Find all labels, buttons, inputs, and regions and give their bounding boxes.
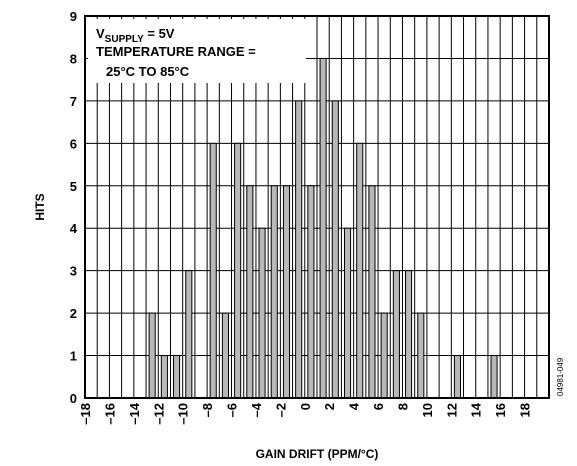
plot-frame — [84, 15, 550, 399]
annotation-supply-value: = 5V — [144, 26, 175, 41]
histogram-bar — [246, 185, 254, 399]
x-tick-label: 8 — [395, 403, 410, 410]
y-tick-label: 3 — [70, 264, 77, 279]
histogram-bar — [295, 100, 303, 399]
x-tick-label: –4 — [249, 402, 264, 417]
x-tick-label: 6 — [371, 403, 386, 410]
histogram-bar — [148, 312, 156, 399]
y-tick-label: 4 — [70, 221, 78, 236]
x-tick-label: –16 — [102, 403, 117, 425]
x-tick-label: 4 — [347, 402, 362, 410]
histogram-bar — [173, 355, 181, 399]
histogram-bar — [405, 270, 413, 399]
histogram-bar — [209, 142, 217, 399]
annotation-supply-sub: SUPPLY — [105, 34, 144, 45]
histogram-bar — [270, 185, 278, 399]
histogram-bar — [319, 57, 327, 399]
x-tick-label: –2 — [273, 403, 288, 417]
x-tick-label: 0 — [298, 403, 313, 410]
y-axis-title: HITS — [33, 193, 47, 220]
y-tick-label: 9 — [70, 9, 77, 24]
x-tick-label: 10 — [420, 403, 435, 417]
histogram-bar — [392, 270, 400, 399]
histogram-bar — [221, 312, 229, 399]
x-axis-title: GAIN DRIFT (PPM/°C) — [256, 447, 379, 461]
histogram-bar — [282, 185, 291, 399]
x-tick-label: 16 — [493, 403, 508, 417]
histogram-bar — [258, 227, 266, 399]
histogram-bar — [368, 185, 376, 399]
x-tick-label: 12 — [444, 403, 459, 417]
x-tick-label: –8 — [200, 403, 215, 417]
x-tick-label: –10 — [176, 403, 191, 425]
x-tick-labels: –18 –16 –14 –12 –10 –8 –6 –4 –2 0 2 4 6 8 10 12 14 16 18 — [78, 402, 533, 424]
histogram-bar — [331, 100, 339, 399]
annotation-background — [88, 19, 306, 83]
annotation-supply-v: V — [96, 26, 105, 41]
y-tick-labels: 0 1 2 3 4 5 6 7 8 9 — [70, 9, 78, 406]
y-tick-label: 1 — [70, 349, 77, 364]
y-tick-label: 2 — [70, 306, 77, 321]
histogram-bar — [160, 355, 168, 399]
annotation-supply-line: VSUPPLY = 5V — [96, 26, 175, 45]
x-tick-label: –12 — [151, 403, 166, 425]
y-tick-label: 7 — [70, 94, 77, 109]
x-tick-label: –18 — [78, 403, 93, 425]
histogram-bar — [417, 312, 425, 399]
histogram-bar — [307, 185, 315, 399]
x-tick-label: –14 — [127, 402, 142, 424]
histogram-bar — [356, 142, 364, 399]
histogram-bar — [453, 355, 461, 399]
x-tick-label: 14 — [469, 402, 484, 417]
histogram-bar — [234, 142, 242, 399]
x-tick-label: 18 — [518, 403, 533, 417]
histogram-bar — [185, 270, 193, 399]
x-tick-label: 2 — [322, 403, 337, 410]
histogram-bar — [343, 227, 352, 399]
annotation-range-line: 25°C TO 85°C — [106, 64, 190, 79]
y-tick-label: 6 — [70, 136, 77, 151]
y-tick-label: 8 — [70, 51, 77, 66]
histogram-bar — [380, 312, 388, 399]
figure-code: 04981-049 — [556, 357, 565, 396]
histogram-bar — [490, 355, 498, 399]
y-tick-label: 5 — [70, 179, 77, 194]
x-tick-label: –6 — [225, 403, 240, 417]
annotation-temperature-line: TEMPERATURE RANGE = — [96, 44, 256, 59]
y-tick-label: 0 — [70, 391, 77, 406]
